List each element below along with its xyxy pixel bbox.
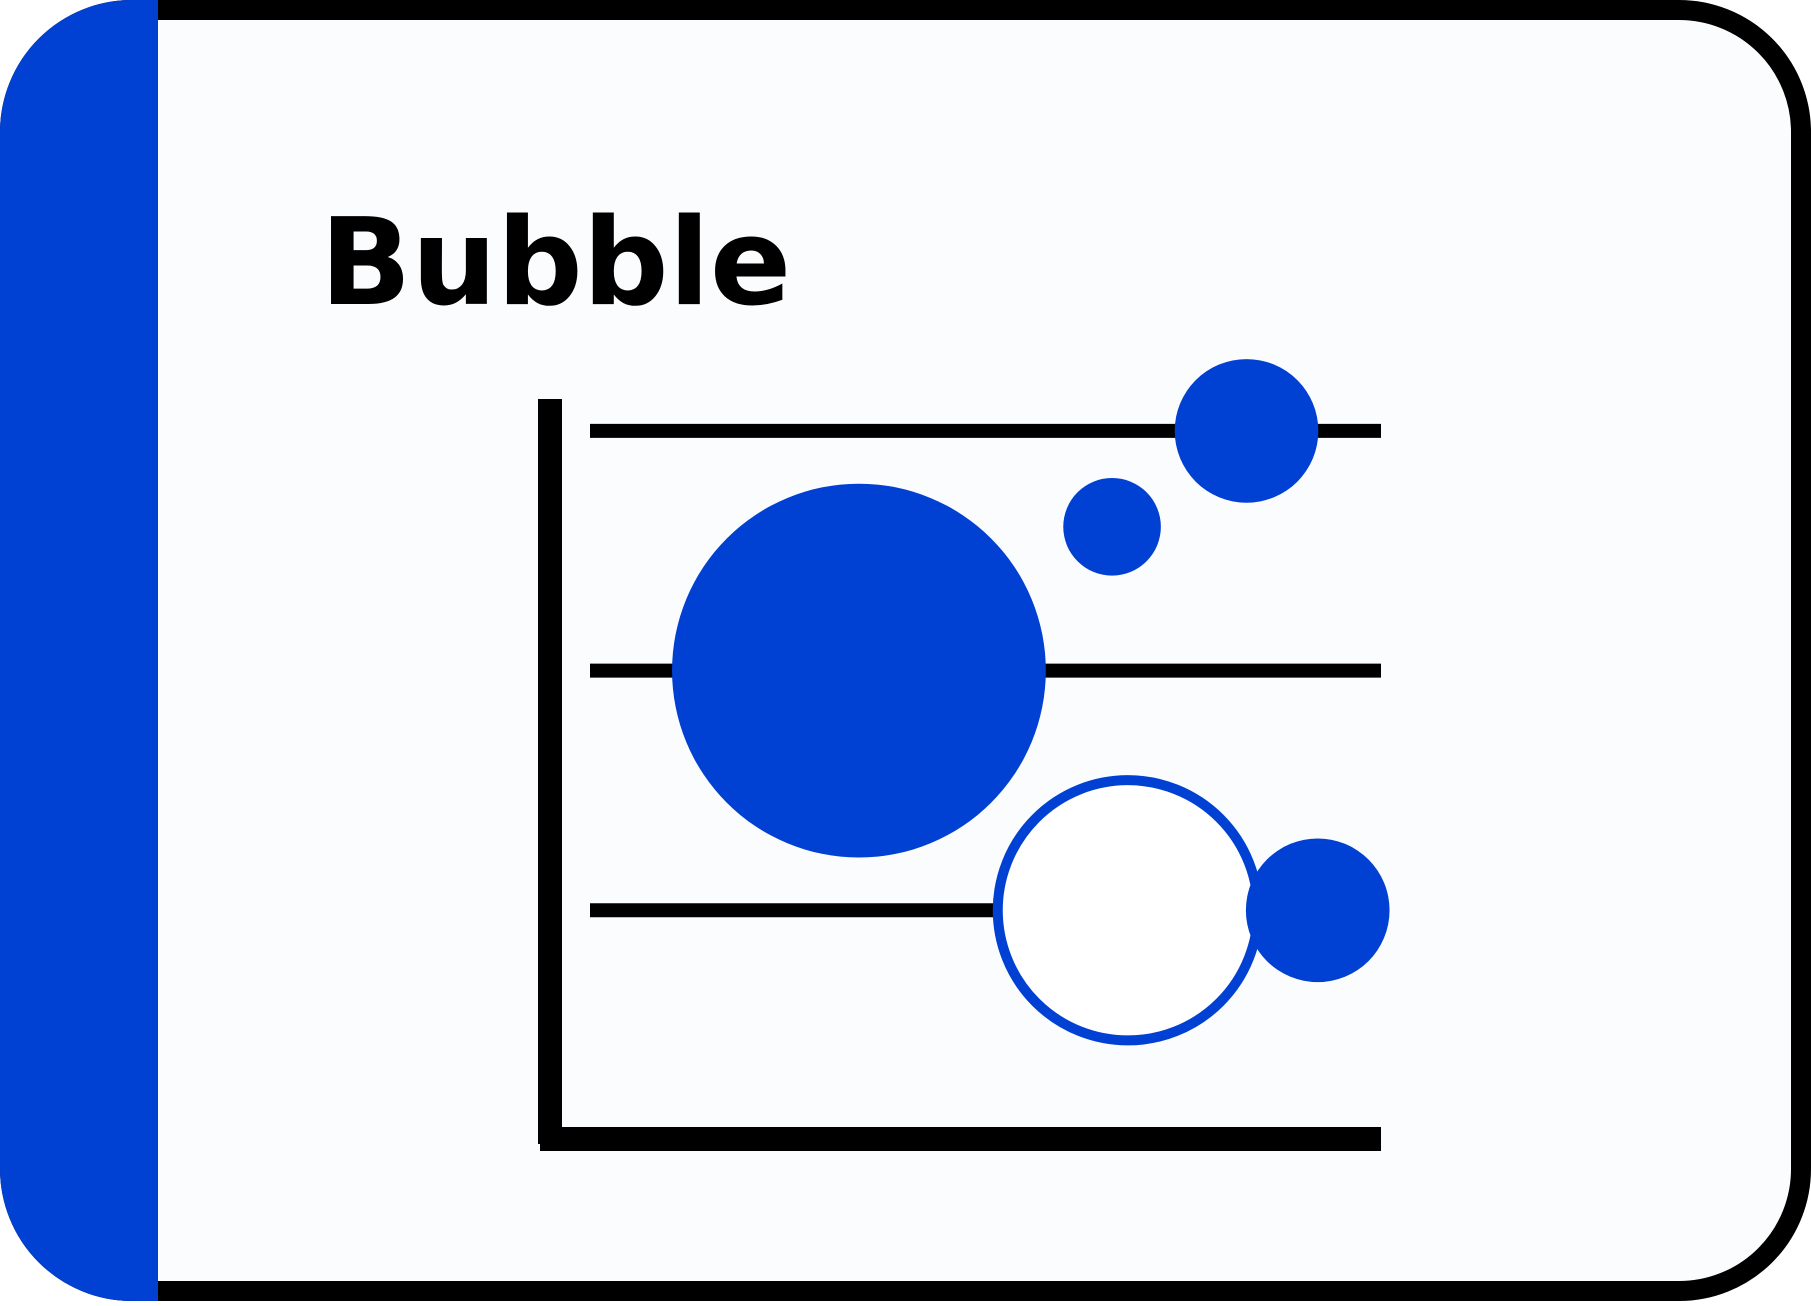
bubbles xyxy=(672,359,1390,1046)
bubble-chart xyxy=(538,359,1390,1151)
bubble-5 xyxy=(1245,838,1390,983)
card-accent-strip xyxy=(0,0,158,1301)
bubble-2 xyxy=(1063,477,1161,576)
bubble-4 xyxy=(992,775,1263,1046)
bubble-3 xyxy=(672,483,1046,858)
bubble-1 xyxy=(1174,359,1319,503)
card-title: Bubble xyxy=(320,194,791,333)
chart-axes xyxy=(538,399,1381,1151)
